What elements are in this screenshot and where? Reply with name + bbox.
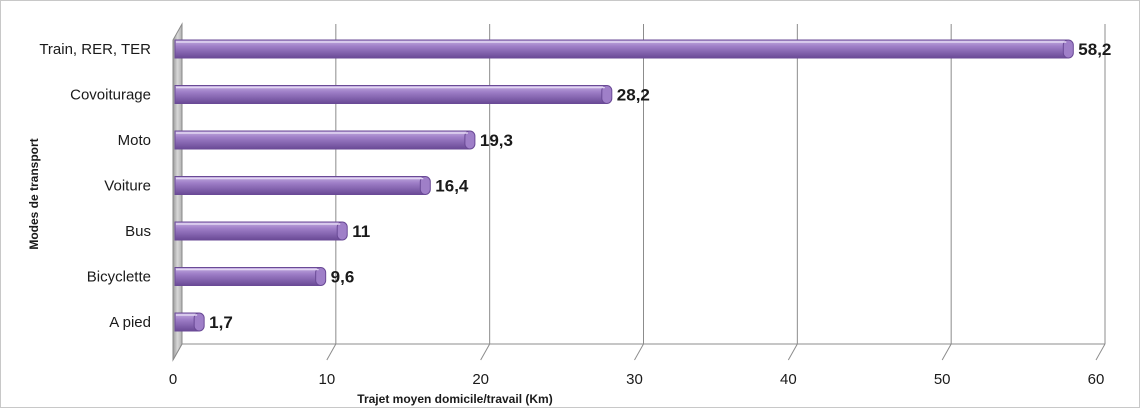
bar [174, 39, 1074, 59]
bar-cap [193, 312, 205, 332]
floor-line-40 [787, 343, 798, 361]
data-label: 1,7 [209, 313, 233, 332]
bar [174, 221, 348, 241]
gridlines [172, 24, 1106, 361]
labels: 0 10 20 30 40 50 60 Train, RER, TER 58,2 Covoitur… [39, 40, 1111, 388]
x-tick-50: 50 [934, 371, 951, 388]
bar [174, 267, 327, 286]
x-tick-60: 60 [1088, 371, 1105, 388]
data-label: 9,6 [331, 268, 355, 287]
category-label: Train, RER, TER [39, 41, 151, 58]
floor-line-50 [941, 343, 952, 361]
bar-cap [315, 267, 327, 286]
floor-line-30 [634, 343, 644, 361]
bar-cap [336, 221, 348, 241]
category-label: Moto [118, 132, 151, 149]
data-label: 16,4 [435, 177, 469, 196]
bar [174, 312, 205, 332]
y-axis-title: Modes de transport [27, 138, 41, 249]
x-axis-title: Trajet moyen domicile/travail (Km) [357, 392, 552, 406]
x-tick-30: 30 [626, 371, 643, 388]
data-label: 11 [352, 222, 370, 241]
data-label: 19,3 [480, 131, 513, 150]
x-tick-0: 0 [169, 371, 177, 388]
data-label: 58,2 [1078, 40, 1111, 59]
floor-line-10 [326, 343, 337, 361]
category-label: A pied [109, 314, 151, 331]
bar-cap [1062, 39, 1074, 59]
bar [174, 85, 613, 104]
bar-cap [464, 130, 476, 150]
bars [174, 39, 1074, 332]
category-label: Bicyclette [87, 269, 151, 286]
bar-cap [601, 85, 613, 104]
x-tick-20: 20 [472, 371, 489, 388]
category-label: Bus [125, 223, 151, 240]
bar [174, 176, 431, 195]
category-label: Covoiturage [70, 87, 151, 104]
bar-cap [419, 176, 431, 195]
bar [174, 130, 476, 150]
floor-line-60 [1095, 343, 1106, 361]
floor-line-20 [480, 343, 491, 361]
x-tick-10: 10 [318, 371, 335, 388]
x-tick-40: 40 [780, 371, 797, 388]
data-label: 28,2 [617, 86, 650, 105]
category-label: Voiture [104, 178, 151, 195]
